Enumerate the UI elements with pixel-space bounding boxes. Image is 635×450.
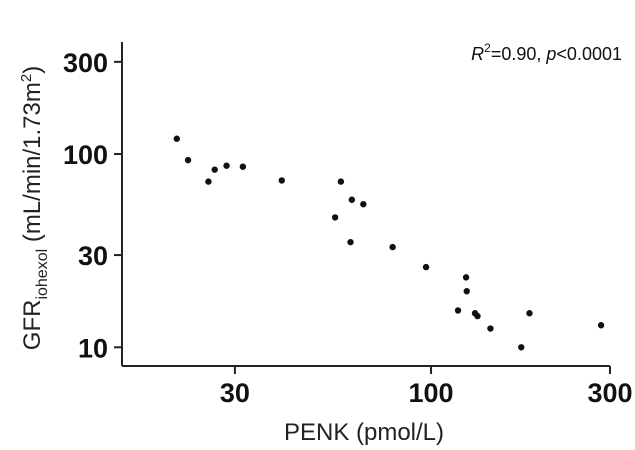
data-point-16 xyxy=(462,274,470,281)
data-point-3 xyxy=(205,178,212,185)
x-tick-label-300: 300 xyxy=(587,378,632,408)
r-squared-value: =0.90, xyxy=(491,44,547,64)
x-axis-label: PENK (pmol/L) xyxy=(284,419,444,446)
data-point-5 xyxy=(223,162,230,169)
data-point-13 xyxy=(389,243,396,251)
y-tick-label-300: 300 xyxy=(63,48,108,78)
data-point-2 xyxy=(184,156,192,164)
data-point-23 xyxy=(597,322,605,329)
data-points xyxy=(173,135,605,351)
y-axis-label-unit-sup: 2 xyxy=(18,74,35,82)
data-point-8 xyxy=(331,214,339,221)
x-tick-label-100: 100 xyxy=(409,378,454,408)
y-tick-label-10: 10 xyxy=(78,333,108,363)
data-point-11 xyxy=(348,196,356,203)
y-axis-label-unit-prefix: (mL/min/1.73m xyxy=(19,82,46,249)
data-point-17 xyxy=(463,288,470,295)
data-point-12 xyxy=(360,201,367,208)
y-axis-label-sub: iohexol xyxy=(34,249,51,300)
data-point-19 xyxy=(474,312,481,320)
y-ticks: 10 30 100 300 xyxy=(63,48,122,363)
data-point-4 xyxy=(211,166,218,173)
x-tick-label-30: 30 xyxy=(220,378,250,408)
y-tick-label-30: 30 xyxy=(78,241,108,271)
data-point-22 xyxy=(526,310,533,317)
x-ticks: 30 100 300 xyxy=(220,366,633,408)
data-point-21 xyxy=(518,344,525,351)
y-axis-label-main: GFR xyxy=(19,300,46,351)
data-point-15 xyxy=(454,307,462,314)
data-point-1 xyxy=(173,135,181,142)
r-squared-label: R xyxy=(471,44,484,64)
data-point-10 xyxy=(347,238,354,246)
data-point-20 xyxy=(487,325,494,332)
data-point-7 xyxy=(278,177,285,184)
y-axis-label: GFRiohexol (mL/min/1.73m2) xyxy=(18,66,51,350)
p-label: p xyxy=(545,44,556,64)
y-axis-label-unit-suffix: ) xyxy=(19,66,46,74)
axes xyxy=(121,42,610,367)
stats-annotation: R2=0.90, p<0.0001 xyxy=(471,41,622,64)
r-squared-sup: 2 xyxy=(484,41,491,55)
data-point-6 xyxy=(239,163,247,170)
y-tick-label-100: 100 xyxy=(63,140,108,170)
p-value: <0.0001 xyxy=(556,44,622,64)
data-point-9 xyxy=(337,178,345,185)
data-point-14 xyxy=(422,263,430,271)
